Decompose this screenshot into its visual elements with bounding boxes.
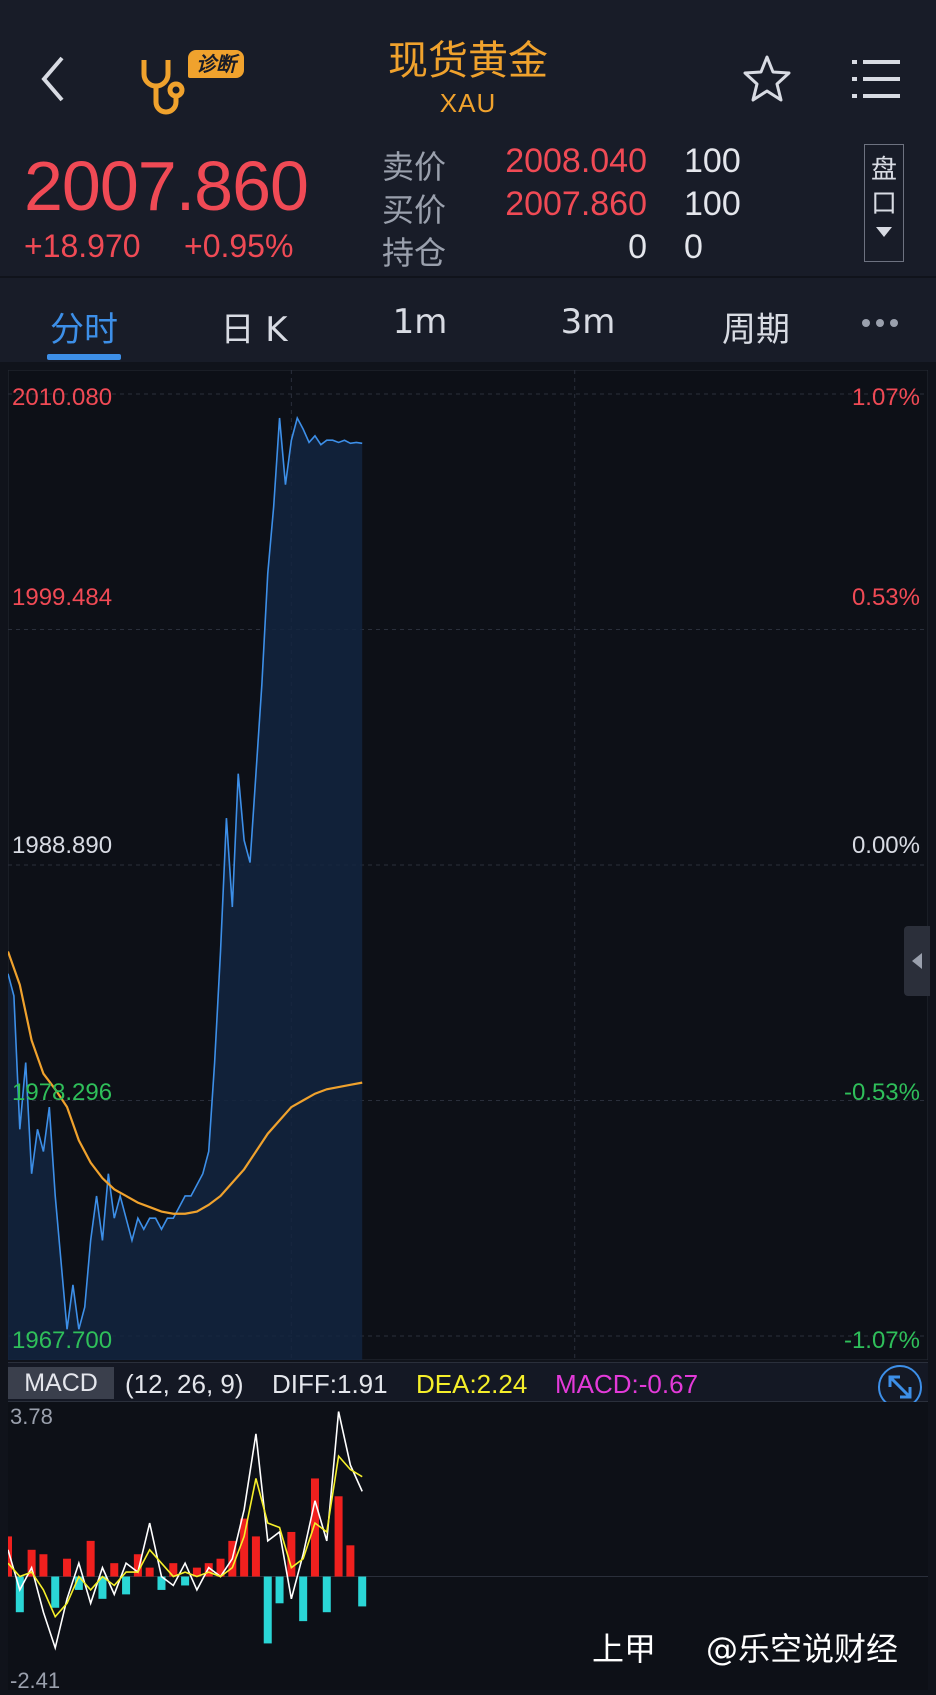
macd-histogram-bar	[15, 1576, 24, 1613]
macd-histogram-bar	[346, 1545, 355, 1577]
y-tick-left: 1967.700	[12, 1327, 113, 1354]
ask-label: 卖价	[382, 148, 447, 186]
last-price: 2007.860	[24, 147, 309, 225]
ask-price: 2008.040	[505, 142, 647, 180]
macd-histogram-bar	[169, 1563, 178, 1577]
y-tick-left: 2010.080	[12, 384, 113, 411]
price-line	[7, 415, 363, 1330]
y-tick-left: 1999.484	[12, 584, 113, 611]
watermark-logo: 上甲	[592, 1630, 657, 1668]
expand-icon	[888, 1375, 912, 1399]
macd-dea: DEA:2.24	[416, 1369, 528, 1399]
position-value: 0	[628, 228, 647, 266]
tab-intraday[interactable]: 分时	[50, 310, 118, 350]
diagnose-button[interactable]: 诊断	[138, 46, 248, 115]
macd-histogram-bar	[251, 1536, 260, 1577]
favorite-star-icon[interactable]	[742, 54, 792, 104]
macd-diff: DIFF:1.91	[272, 1369, 388, 1399]
macd-histogram-bar	[216, 1558, 225, 1577]
macd-value: MACD:-0.67	[555, 1369, 699, 1399]
macd-histogram-bar	[27, 1549, 36, 1577]
macd-histogram-bar	[322, 1576, 331, 1613]
top-bar: 诊断 现货黄金 XAU	[0, 0, 936, 140]
macd-histogram-bar	[263, 1576, 272, 1644]
price-change: +18.970	[24, 228, 141, 264]
order-book-label-1: 盘	[870, 155, 897, 185]
ask-volume: 100	[684, 142, 741, 180]
macd-background	[8, 1402, 928, 1690]
macd-ymin: -2.41	[10, 1668, 61, 1693]
back-icon[interactable]	[38, 54, 68, 104]
symbol-code: XAU	[439, 88, 497, 118]
y-tick-left: 1988.890	[12, 832, 113, 859]
macd-histogram-bar	[358, 1576, 367, 1607]
y-tick-left: 1978.296	[12, 1079, 113, 1106]
price-change-pct: +0.95%	[184, 228, 294, 264]
page-title: 现货黄金	[388, 38, 548, 84]
diagnose-badge: 诊断	[188, 50, 244, 78]
side-panel-handle[interactable]	[904, 926, 930, 996]
position-volume: 0	[684, 228, 703, 266]
y-tick-right: 0.00%	[851, 832, 920, 859]
tab-3m[interactable]: 3m	[560, 302, 616, 342]
macd-histogram-bar	[334, 1496, 343, 1577]
macd-histogram-bar	[133, 1554, 142, 1577]
macd-histogram-bar	[192, 1567, 201, 1577]
quote-panel	[0, 140, 936, 276]
macd-histogram-bar	[39, 1554, 48, 1577]
macd-histogram-bar	[63, 1558, 72, 1577]
macd-histogram-bar	[299, 1576, 308, 1622]
bid-volume: 100	[684, 185, 741, 223]
tab-period[interactable]: 周期	[722, 310, 790, 350]
price-area	[8, 418, 363, 1360]
macd-histogram-bar	[86, 1540, 95, 1577]
macd-chart[interactable]: 3.78 -2.41	[4, 1402, 928, 1693]
bid-label: 买价	[382, 191, 447, 229]
stethoscope-icon	[141, 60, 185, 115]
y-tick-right: -1.07%	[843, 1327, 920, 1354]
macd-histogram-bar	[74, 1576, 83, 1590]
y-tick-right: 0.53%	[851, 584, 920, 611]
more-icon[interactable]	[862, 314, 904, 332]
macd-histogram-bar	[145, 1567, 154, 1577]
macd-histogram-bar	[204, 1563, 213, 1577]
watermark-handle: @乐空说财经	[706, 1630, 899, 1668]
active-tab-indicator	[47, 354, 121, 360]
y-tick-right: 1.07%	[851, 384, 920, 411]
macd-header: MACD (12, 26, 9) DIFF:1.91 DEA:2.24 MACD…	[8, 1362, 928, 1409]
macd-histogram-bar	[98, 1576, 107, 1599]
macd-histogram-bar	[275, 1576, 284, 1604]
order-book-button[interactable]: 盘 口	[864, 144, 904, 262]
macd-histogram-bar	[4, 1536, 12, 1577]
bid-price: 2007.860	[505, 185, 647, 223]
macd-diff-line	[7, 1411, 363, 1651]
macd-chart-svg	[4, 1402, 928, 1690]
macd-histogram-bar	[110, 1563, 119, 1577]
macd-histogram-bar	[181, 1576, 190, 1586]
macd-histogram-bar	[240, 1518, 249, 1577]
order-book-label-2: 口	[870, 189, 897, 219]
macd-histogram-bar	[310, 1478, 319, 1577]
intraday-chart[interactable]: 2010.080 1999.484 1988.890 1978.296 1967…	[6, 369, 929, 1361]
position-label: 持仓	[382, 234, 447, 272]
macd-histogram-bar	[122, 1576, 131, 1595]
macd-histogram-bar	[157, 1576, 166, 1590]
macd-histogram-bar	[287, 1531, 296, 1577]
intraday-chart-svg	[6, 369, 929, 1361]
indicator-selector[interactable]: MACD	[8, 1367, 114, 1399]
y-tick-right: -0.53%	[843, 1079, 920, 1106]
macd-dea-line	[7, 1454, 363, 1619]
tab-1m[interactable]: 1m	[392, 302, 448, 342]
menu-icon[interactable]	[852, 58, 900, 100]
macd-params: (12, 26, 9)	[125, 1369, 244, 1399]
average-line	[6, 951, 363, 1215]
caret-down-icon	[876, 227, 892, 237]
tab-daily-k[interactable]: 日 K	[220, 310, 288, 350]
macd-ymax: 3.78	[10, 1404, 53, 1429]
macd-histogram-bar	[51, 1576, 60, 1608]
period-tabs: 分时 日 K 1m 3m 周期	[0, 276, 936, 362]
